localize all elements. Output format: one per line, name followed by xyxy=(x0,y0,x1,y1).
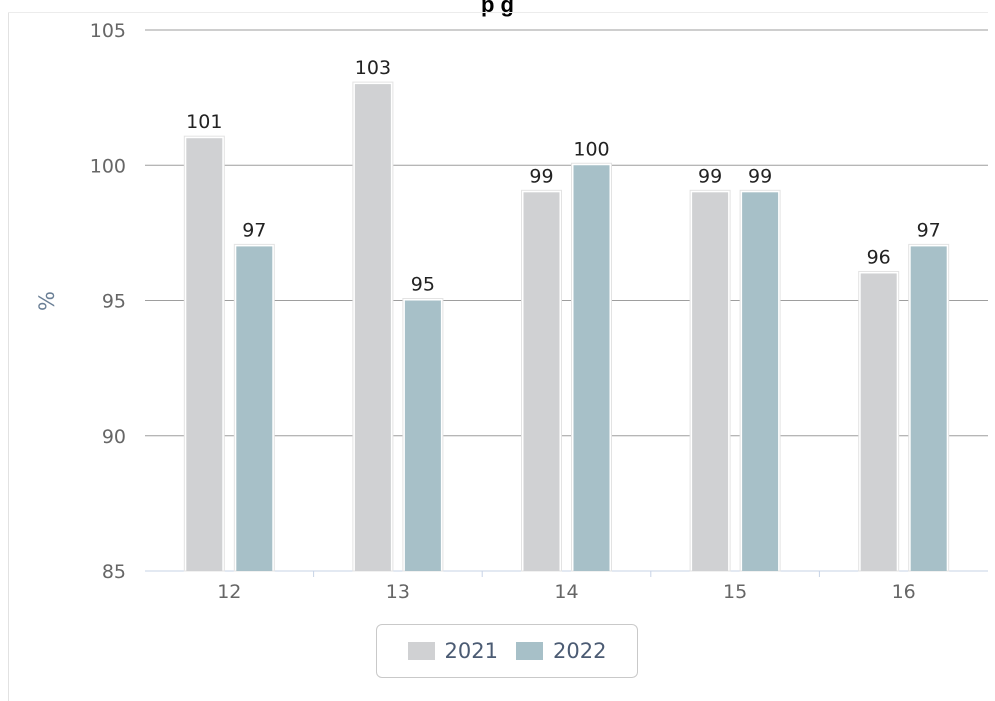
bar-2022-15 xyxy=(742,192,779,572)
legend-label-2022: 2022 xyxy=(553,639,607,663)
y-tick-label: 95 xyxy=(102,291,126,313)
chart-frame-top xyxy=(8,12,988,13)
chart-frame-left xyxy=(8,12,9,701)
bar-2021-13 xyxy=(354,84,391,571)
bar-2022-13 xyxy=(404,300,441,571)
legend-item-2021[interactable]: 2021 xyxy=(407,639,498,663)
data-label: 96 xyxy=(867,246,891,268)
legend-swatch-2021 xyxy=(407,642,435,660)
x-tick-label: 15 xyxy=(723,581,747,603)
x-tick-label: 13 xyxy=(386,581,410,603)
legend-item-2022[interactable]: 2022 xyxy=(516,639,606,663)
data-label: 99 xyxy=(529,165,553,187)
data-label: 97 xyxy=(917,219,941,241)
bar-2022-16 xyxy=(910,246,947,571)
y-tick-label: 100 xyxy=(90,155,126,177)
bar-2021-14 xyxy=(523,192,560,572)
bar-2022-14 xyxy=(573,165,610,571)
data-label: 99 xyxy=(748,165,772,187)
data-label: 100 xyxy=(573,138,609,160)
chart-legend[interactable]: 2021 2022 xyxy=(376,624,638,678)
x-tick-label: 16 xyxy=(892,581,916,603)
bar-2021-15 xyxy=(692,192,729,572)
x-tick-label: 14 xyxy=(554,581,578,603)
bar-2021-12 xyxy=(186,138,223,571)
bar-2021-16 xyxy=(860,273,897,571)
data-label: 99 xyxy=(698,165,722,187)
data-label: 95 xyxy=(411,274,435,296)
legend-swatch-2022 xyxy=(516,642,543,660)
y-tick-label: 105 xyxy=(90,20,126,42)
bar-2022-12 xyxy=(236,246,273,571)
y-tick-label: 85 xyxy=(102,561,126,583)
y-axis-label: % xyxy=(35,291,59,311)
data-label: 97 xyxy=(242,219,266,241)
y-tick-label: 90 xyxy=(102,426,126,448)
data-label: 103 xyxy=(355,57,391,79)
x-tick-label: 12 xyxy=(217,581,241,603)
legend-label-2021: 2021 xyxy=(444,639,498,663)
data-label: 101 xyxy=(186,111,222,133)
